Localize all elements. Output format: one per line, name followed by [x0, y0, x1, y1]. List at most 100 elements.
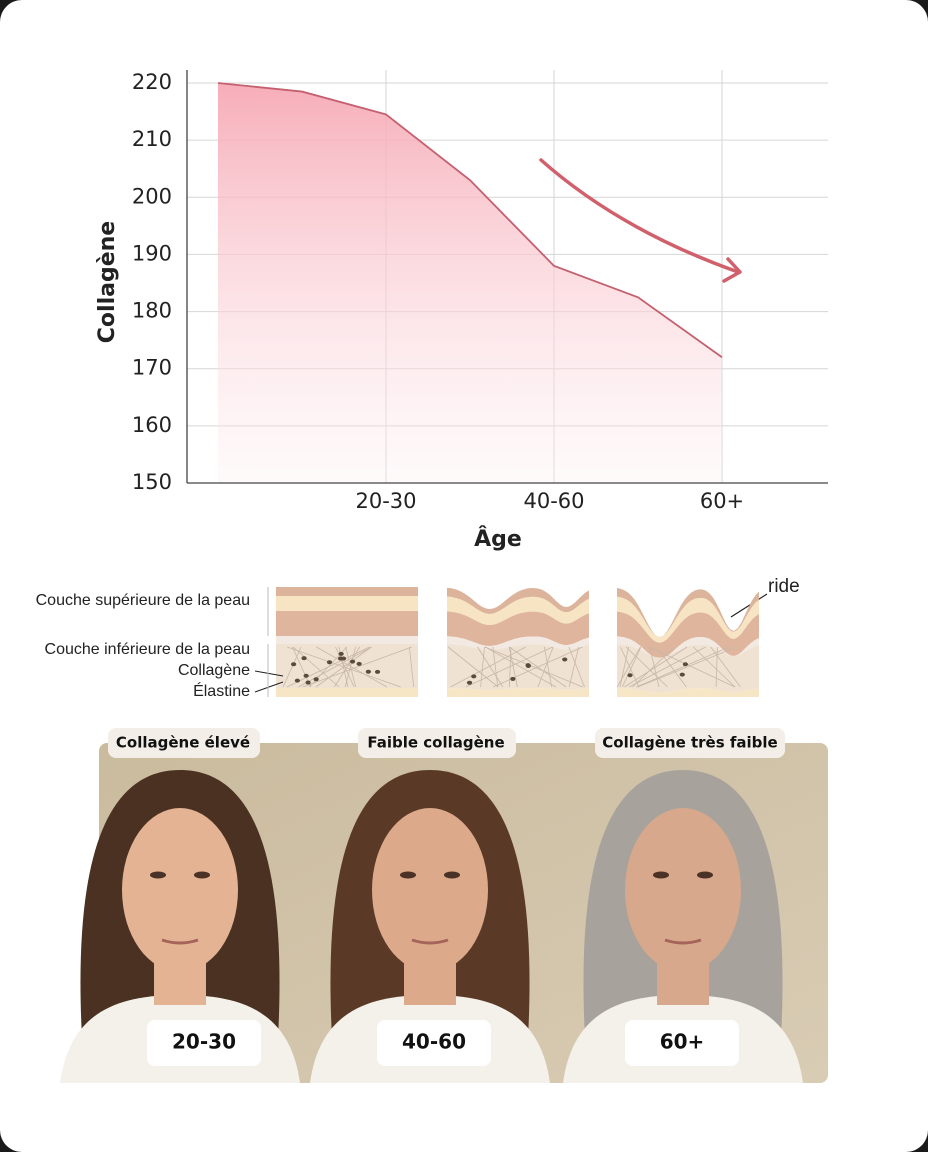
skin-section	[276, 587, 418, 697]
collagen-dot	[338, 651, 344, 656]
elastin-fiber	[302, 646, 412, 688]
elastin-fiber	[637, 646, 737, 688]
elastin-fiber	[636, 646, 730, 688]
area	[218, 83, 722, 483]
mouth	[161, 938, 199, 945]
age-pill	[625, 1020, 739, 1066]
portrait-caption: Faible collagène	[367, 734, 504, 752]
skin-label: Couche inférieure de la peau	[44, 641, 250, 658]
collagen-dot	[679, 672, 685, 677]
elastin-fiber	[649, 646, 736, 688]
elastin-fiber	[282, 646, 302, 688]
skin-layer	[276, 596, 418, 611]
wrinkle-label: ride	[768, 576, 800, 597]
eye	[697, 871, 713, 879]
skin-layer	[276, 644, 418, 688]
elastin-fiber	[485, 646, 557, 688]
elastin-fiber	[465, 646, 553, 688]
x-tick-label: 40-60	[523, 489, 584, 513]
eye	[444, 871, 460, 879]
collagen-dot	[562, 657, 568, 662]
skin-layer	[276, 611, 418, 636]
collagen-dot	[294, 678, 300, 683]
collagen-dot	[682, 662, 689, 667]
elastin-fiber	[408, 646, 415, 688]
collagen-dot	[510, 676, 516, 681]
portrait-caption: Collagène très faible	[602, 734, 777, 752]
elastin-fiber	[315, 646, 372, 688]
label-leader	[254, 681, 284, 693]
elastin-fiber	[568, 646, 580, 688]
mouth	[664, 938, 702, 945]
portrait-caption: Collagène élevé	[116, 734, 250, 752]
skin-layer	[447, 596, 589, 625]
skin-layer	[617, 636, 759, 659]
elastin-fiber	[624, 646, 688, 688]
collagen-dot	[365, 669, 371, 674]
mouth	[411, 938, 449, 945]
trend-arrow-head	[722, 257, 742, 283]
elastin-fiber	[298, 646, 372, 688]
elastin-fiber	[480, 646, 485, 688]
face	[122, 808, 238, 972]
collagen-dot	[305, 680, 311, 685]
y-tick-label: 210	[132, 127, 172, 151]
elastin-fiber	[544, 646, 553, 688]
elastin-fiber	[537, 646, 554, 688]
collagen-dot	[340, 656, 347, 661]
elastin-fiber	[492, 646, 499, 688]
caption-pill	[358, 728, 516, 758]
elastin-fiber	[447, 646, 499, 688]
elastin-fiber	[620, 646, 640, 688]
skin-layer	[276, 587, 418, 596]
elastin-fiber	[508, 646, 512, 688]
elastin-fiber	[625, 646, 668, 688]
elastin-fiber	[316, 646, 388, 688]
skin-label: Collagène	[177, 662, 250, 679]
face	[372, 808, 488, 972]
skin-section	[447, 587, 589, 697]
elastin-fiber	[477, 646, 504, 688]
line	[217, 82, 723, 359]
elastin-fiber	[292, 646, 340, 688]
eye	[194, 871, 210, 879]
elastin-fiber	[509, 646, 567, 688]
caption-pill	[108, 728, 260, 758]
elastin-fiber	[632, 646, 675, 688]
elastin-fiber	[629, 646, 706, 688]
collagen-dot	[374, 669, 381, 674]
collagen-dot	[313, 677, 319, 682]
elastin-fiber	[710, 646, 741, 688]
collagen-dot	[291, 662, 297, 667]
trend-arrow	[539, 158, 740, 274]
collagen-dot	[326, 660, 333, 665]
eye	[653, 871, 669, 879]
elastin-fiber	[568, 646, 585, 688]
caption-pill	[595, 728, 785, 758]
elastin-fiber	[692, 646, 736, 688]
portrait-age: 20-30	[172, 1030, 236, 1054]
eye	[150, 871, 166, 879]
portrait-age: 60+	[660, 1030, 705, 1054]
elastin-fiber	[450, 646, 526, 688]
label-leader	[254, 670, 284, 677]
skin-label: Couche supérieure de la peau	[35, 592, 250, 609]
y-tick-label: 150	[132, 470, 172, 494]
collagen-dot	[301, 656, 307, 661]
elastin-fiber	[621, 646, 642, 688]
y-tick-label: 200	[132, 184, 172, 208]
collagen-dot	[525, 664, 531, 669]
x-axis-title: Âge	[474, 526, 522, 552]
y-tick-label: 170	[132, 356, 172, 380]
skin-layer	[447, 611, 589, 646]
y-tick-label: 220	[132, 70, 172, 94]
wrinkle-leader	[730, 593, 768, 618]
collagen-dot	[349, 659, 356, 664]
elastin-fiber	[292, 646, 312, 688]
skin-layer	[617, 587, 759, 637]
skin-layer	[617, 596, 759, 643]
skin-layer	[276, 636, 418, 644]
collagen-dot	[303, 673, 309, 678]
eye	[400, 871, 416, 879]
skin-layer	[447, 587, 589, 614]
